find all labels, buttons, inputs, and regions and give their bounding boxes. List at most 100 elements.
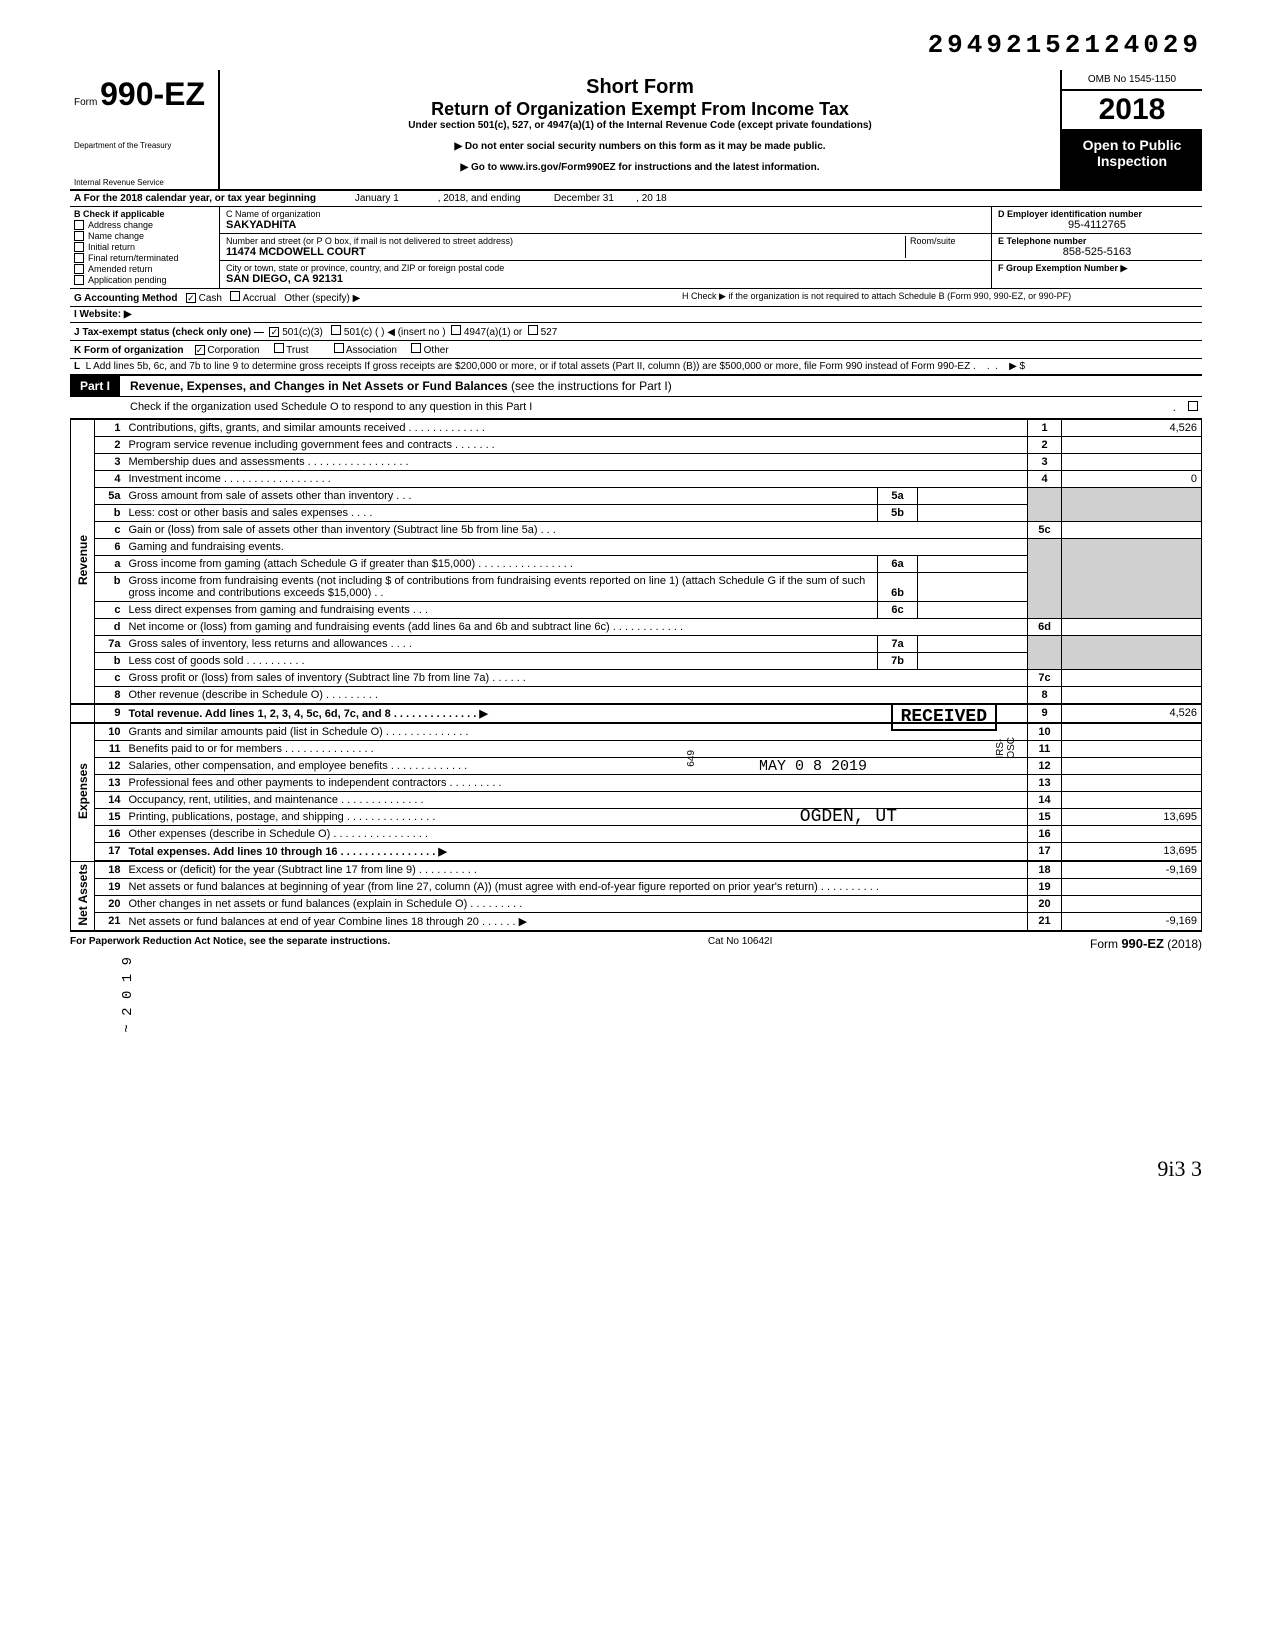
checkbox-address-change[interactable] — [74, 220, 84, 230]
line-7a-mid: 7a — [878, 636, 918, 653]
line-16-box: 16 — [1028, 826, 1062, 843]
line-20-box: 20 — [1028, 896, 1062, 913]
checkbox-501c[interactable] — [331, 325, 341, 335]
checkbox-assoc[interactable] — [334, 343, 344, 353]
misc-rows: G Accounting Method ✓ Cash Accrual Other… — [70, 289, 1202, 375]
line-2-amt — [1062, 437, 1202, 454]
line-19-amt — [1062, 879, 1202, 896]
line-12-box: 12 — [1028, 758, 1062, 775]
shade-6 — [1028, 539, 1062, 619]
line-14-num: 14 — [95, 792, 125, 809]
line-1-desc: Contributions, gifts, grants, and simila… — [125, 420, 1028, 437]
line-1-amt: 4,526 — [1062, 420, 1202, 437]
h-text: H Check ▶ if the organization is not req… — [682, 291, 1198, 304]
shade-5 — [1028, 488, 1062, 522]
omb-number: OMB No 1545-1150 — [1062, 70, 1202, 91]
part1-title: Revenue, Expenses, and Changes in Net As… — [130, 379, 508, 393]
g-accrual: Accrual — [243, 293, 276, 304]
k3: Association — [346, 345, 397, 356]
checkbox-trust[interactable] — [274, 343, 284, 353]
irs: Internal Revenue Service — [74, 178, 214, 187]
checkbox-527[interactable] — [528, 325, 538, 335]
org-name: SAKYADHITA — [226, 219, 296, 231]
line-8-desc: Other revenue (describe in Schedule O) .… — [125, 687, 1028, 705]
e-label: E Telephone number — [998, 236, 1086, 246]
line-3-num: 3 — [95, 454, 125, 471]
checkbox-amended[interactable] — [74, 264, 84, 274]
header-right: OMB No 1545-1150 2018 Open to Public Ins… — [1062, 70, 1202, 189]
line-5b-num: b — [95, 505, 125, 522]
line-4-desc: Investment income . . . . . . . . . . . … — [125, 471, 1028, 488]
line-20-num: 20 — [95, 896, 125, 913]
line-5c-num: c — [95, 522, 125, 539]
checkbox-schedule-o[interactable] — [1188, 401, 1198, 411]
city: SAN DIEGO, CA 92131 — [226, 273, 343, 285]
line-11-box: 11 — [1028, 741, 1062, 758]
line-1-num: 1 — [95, 420, 125, 437]
shade-7-amt — [1062, 636, 1202, 670]
received-stamp: RECEIVED — [891, 703, 997, 731]
irs-osc-stamp: IRS-OSC — [995, 737, 1017, 759]
open-to-public: Open to Public Inspection — [1062, 131, 1202, 189]
line-7b-mid: 7b — [878, 653, 918, 670]
form-number: 990-EZ — [100, 76, 205, 112]
j4: 527 — [541, 327, 558, 338]
row-a-mid: , 2018, and ending — [438, 193, 521, 204]
col-b-checks: B Check if applicable Address change Nam… — [70, 207, 220, 288]
line-8-num: 8 — [95, 687, 125, 705]
line-13-amt — [1062, 775, 1202, 792]
short-form-label: Short Form — [228, 76, 1052, 99]
f-label: F Group Exemption Number ▶ — [998, 263, 1127, 273]
l-arrow: ▶ $ — [1009, 361, 1025, 372]
g-cash: Cash — [199, 293, 222, 304]
l-text: L Add lines 5b, 6c, and 7b to line 9 to … — [86, 361, 976, 372]
checkbox-4947[interactable] — [451, 325, 461, 335]
line-15-num: 15 — [95, 809, 125, 826]
g-label: G Accounting Method — [74, 293, 178, 304]
checkbox-accrual[interactable] — [230, 291, 240, 301]
checkbox-pending[interactable] — [74, 275, 84, 285]
shade-5-amt — [1062, 488, 1202, 522]
checkbox-501c3[interactable]: ✓ — [269, 327, 279, 337]
page-bottom-number: 9i3 3 — [70, 1156, 1202, 1182]
ein: 95-4112765 — [998, 219, 1196, 231]
line-6a-num: a — [95, 556, 125, 573]
line-6d-desc: Net income or (loss) from gaming and fun… — [125, 619, 1028, 636]
line-8-box: 8 — [1028, 687, 1062, 705]
checkbox-final-return[interactable] — [74, 253, 84, 263]
line-6b-num: b — [95, 573, 125, 602]
line-21-num: 21 — [95, 913, 125, 932]
dept-treasury: Department of the Treasury — [74, 141, 214, 150]
chk-5: Application pending — [88, 275, 167, 285]
line-1-box: 1 — [1028, 420, 1062, 437]
line-7c-desc: Gross profit or (loss) from sales of inv… — [125, 670, 1028, 687]
checkbox-cash[interactable]: ✓ — [186, 293, 196, 303]
line-15-amt: 13,695 — [1062, 809, 1202, 826]
line-13-box: 13 — [1028, 775, 1062, 792]
line-7b-num: b — [95, 653, 125, 670]
line-5b-midval — [918, 505, 1028, 522]
line-17-desc: Total expenses. Add lines 10 through 16 … — [125, 843, 1028, 862]
line-6d-num: d — [95, 619, 125, 636]
checkbox-other-org[interactable] — [411, 343, 421, 353]
j1: 501(c)(3) — [282, 327, 323, 338]
j3: 4947(a)(1) or — [464, 327, 522, 338]
year-begin: January 1 — [355, 193, 399, 204]
line-12-desc: Salaries, other compensation, and employ… — [125, 758, 1028, 775]
line-10-num: 10 — [95, 723, 125, 741]
b-label: B Check if applicable — [74, 209, 165, 219]
line-15-box: 15 — [1028, 809, 1062, 826]
check-o-row: Check if the organization used Schedule … — [70, 397, 1202, 419]
header-left: Form 990-EZ Department of the Treasury I… — [70, 70, 220, 189]
line-16-amt — [1062, 826, 1202, 843]
line-6c-desc: Less direct expenses from gaming and fun… — [125, 602, 878, 619]
checkbox-name-change[interactable] — [74, 231, 84, 241]
line-6b-mid: 6b — [878, 573, 918, 602]
checkbox-corp[interactable]: ✓ — [195, 345, 205, 355]
line-2-box: 2 — [1028, 437, 1062, 454]
line-6a-mid: 6a — [878, 556, 918, 573]
line-11-num: 11 — [95, 741, 125, 758]
checkbox-initial-return[interactable] — [74, 242, 84, 252]
line-13-desc: Professional fees and other payments to … — [125, 775, 1028, 792]
form-title: Return of Organization Exempt From Incom… — [228, 99, 1052, 120]
